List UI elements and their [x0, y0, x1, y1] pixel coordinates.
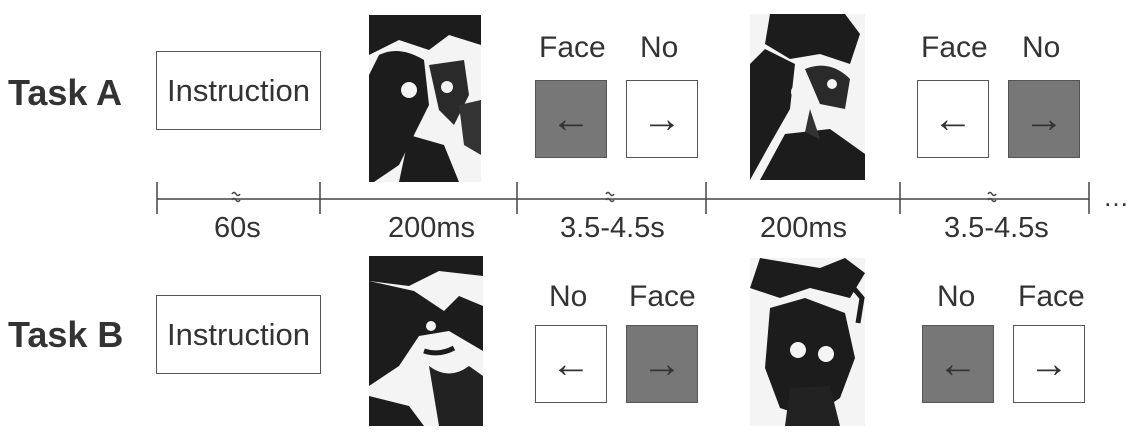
- duration-stimulus-1: 200ms: [388, 212, 476, 244]
- timeline-break-mark: [605, 191, 615, 197]
- task-b-stimulus-1-mooney-face-icon: [369, 256, 483, 426]
- task-a-instruction-box: Instruction: [156, 51, 321, 130]
- duration-response-1: 3.5-4.5s: [560, 212, 665, 244]
- task-b-trial-1-left-arrow-key: ←: [535, 325, 607, 403]
- task-b-trial-1-right-label: Face: [629, 280, 696, 313]
- task-b-trial-1-right-arrow-key: →: [626, 325, 698, 403]
- task-a-trial-1-left-label: Face: [539, 31, 606, 64]
- task-b-trial-2-left-label: No: [937, 280, 976, 313]
- task-a-trial-2-right-label: No: [1022, 31, 1061, 64]
- timeline-break-mark: [231, 197, 241, 203]
- task-b-trial-1-left-label: No: [549, 280, 588, 313]
- duration-stimulus-2: 200ms: [760, 212, 848, 244]
- task-a-trial-2-right-arrow-key: →: [1008, 80, 1080, 158]
- task-a-stimulus-1-mooney-face-icon: [369, 15, 481, 182]
- duration-instruction: 60s: [214, 212, 261, 244]
- timeline-break-mark: [231, 191, 241, 197]
- task-b-trial-2-right-label: Face: [1018, 280, 1085, 313]
- task-b-trial-2-right-arrow-key: →: [1013, 325, 1085, 403]
- task-b-trial-2-left-arrow-key: ←: [922, 325, 994, 403]
- task-a-trial-1-right-arrow-key: →: [626, 80, 698, 158]
- task-b-label: Task B: [8, 314, 124, 355]
- duration-response-2: 3.5-4.5s: [944, 212, 1049, 244]
- task-b-instruction-box: Instruction: [156, 295, 321, 374]
- task-a-label: Task A: [8, 72, 123, 113]
- timeline-break-mark: [987, 191, 997, 197]
- timeline-break-mark: [605, 197, 615, 203]
- task-a-trial-2-left-label: Face: [921, 31, 988, 64]
- timeline-ellipsis: …: [1103, 182, 1130, 212]
- task-b-stimulus-2-mooney-face-icon: [750, 258, 865, 426]
- timeline-break-mark: [987, 197, 997, 203]
- task-a-trial-1-left-arrow-key: ←: [535, 80, 607, 158]
- task-a-trial-2-left-arrow-key: ←: [917, 80, 989, 158]
- task-a-stimulus-2-mooney-face-icon: [750, 14, 865, 180]
- task-a-trial-1-right-label: No: [640, 31, 679, 64]
